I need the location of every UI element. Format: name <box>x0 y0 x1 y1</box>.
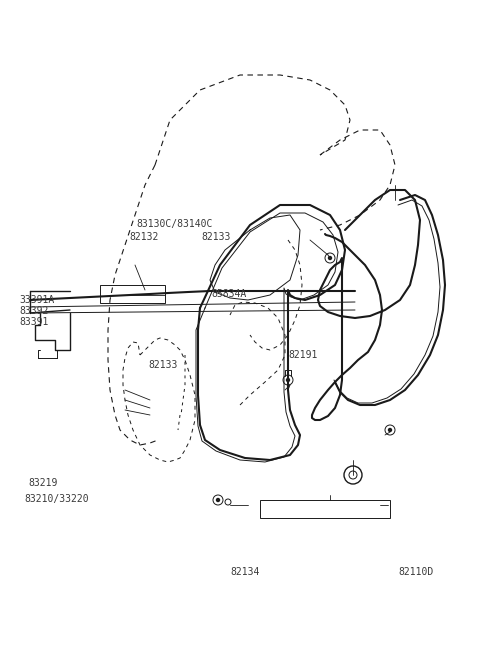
Circle shape <box>287 378 289 382</box>
Text: 82133: 82133 <box>149 359 178 370</box>
Text: 83210/33220: 83210/33220 <box>24 494 89 505</box>
Text: 83391: 83391 <box>19 317 48 327</box>
Text: 83219: 83219 <box>29 478 58 488</box>
Text: 82132: 82132 <box>130 231 159 242</box>
Text: 82134: 82134 <box>230 566 260 577</box>
Text: 82133: 82133 <box>202 231 231 242</box>
Text: 85834A: 85834A <box>211 289 246 300</box>
Circle shape <box>388 428 392 432</box>
Circle shape <box>216 499 219 501</box>
Text: 83392: 83392 <box>19 306 48 316</box>
Text: 33391A: 33391A <box>19 294 54 305</box>
Circle shape <box>328 256 332 260</box>
Text: 82191: 82191 <box>288 350 317 360</box>
Text: 82110D: 82110D <box>398 566 433 577</box>
Text: 83130C/83140C: 83130C/83140C <box>137 219 213 229</box>
